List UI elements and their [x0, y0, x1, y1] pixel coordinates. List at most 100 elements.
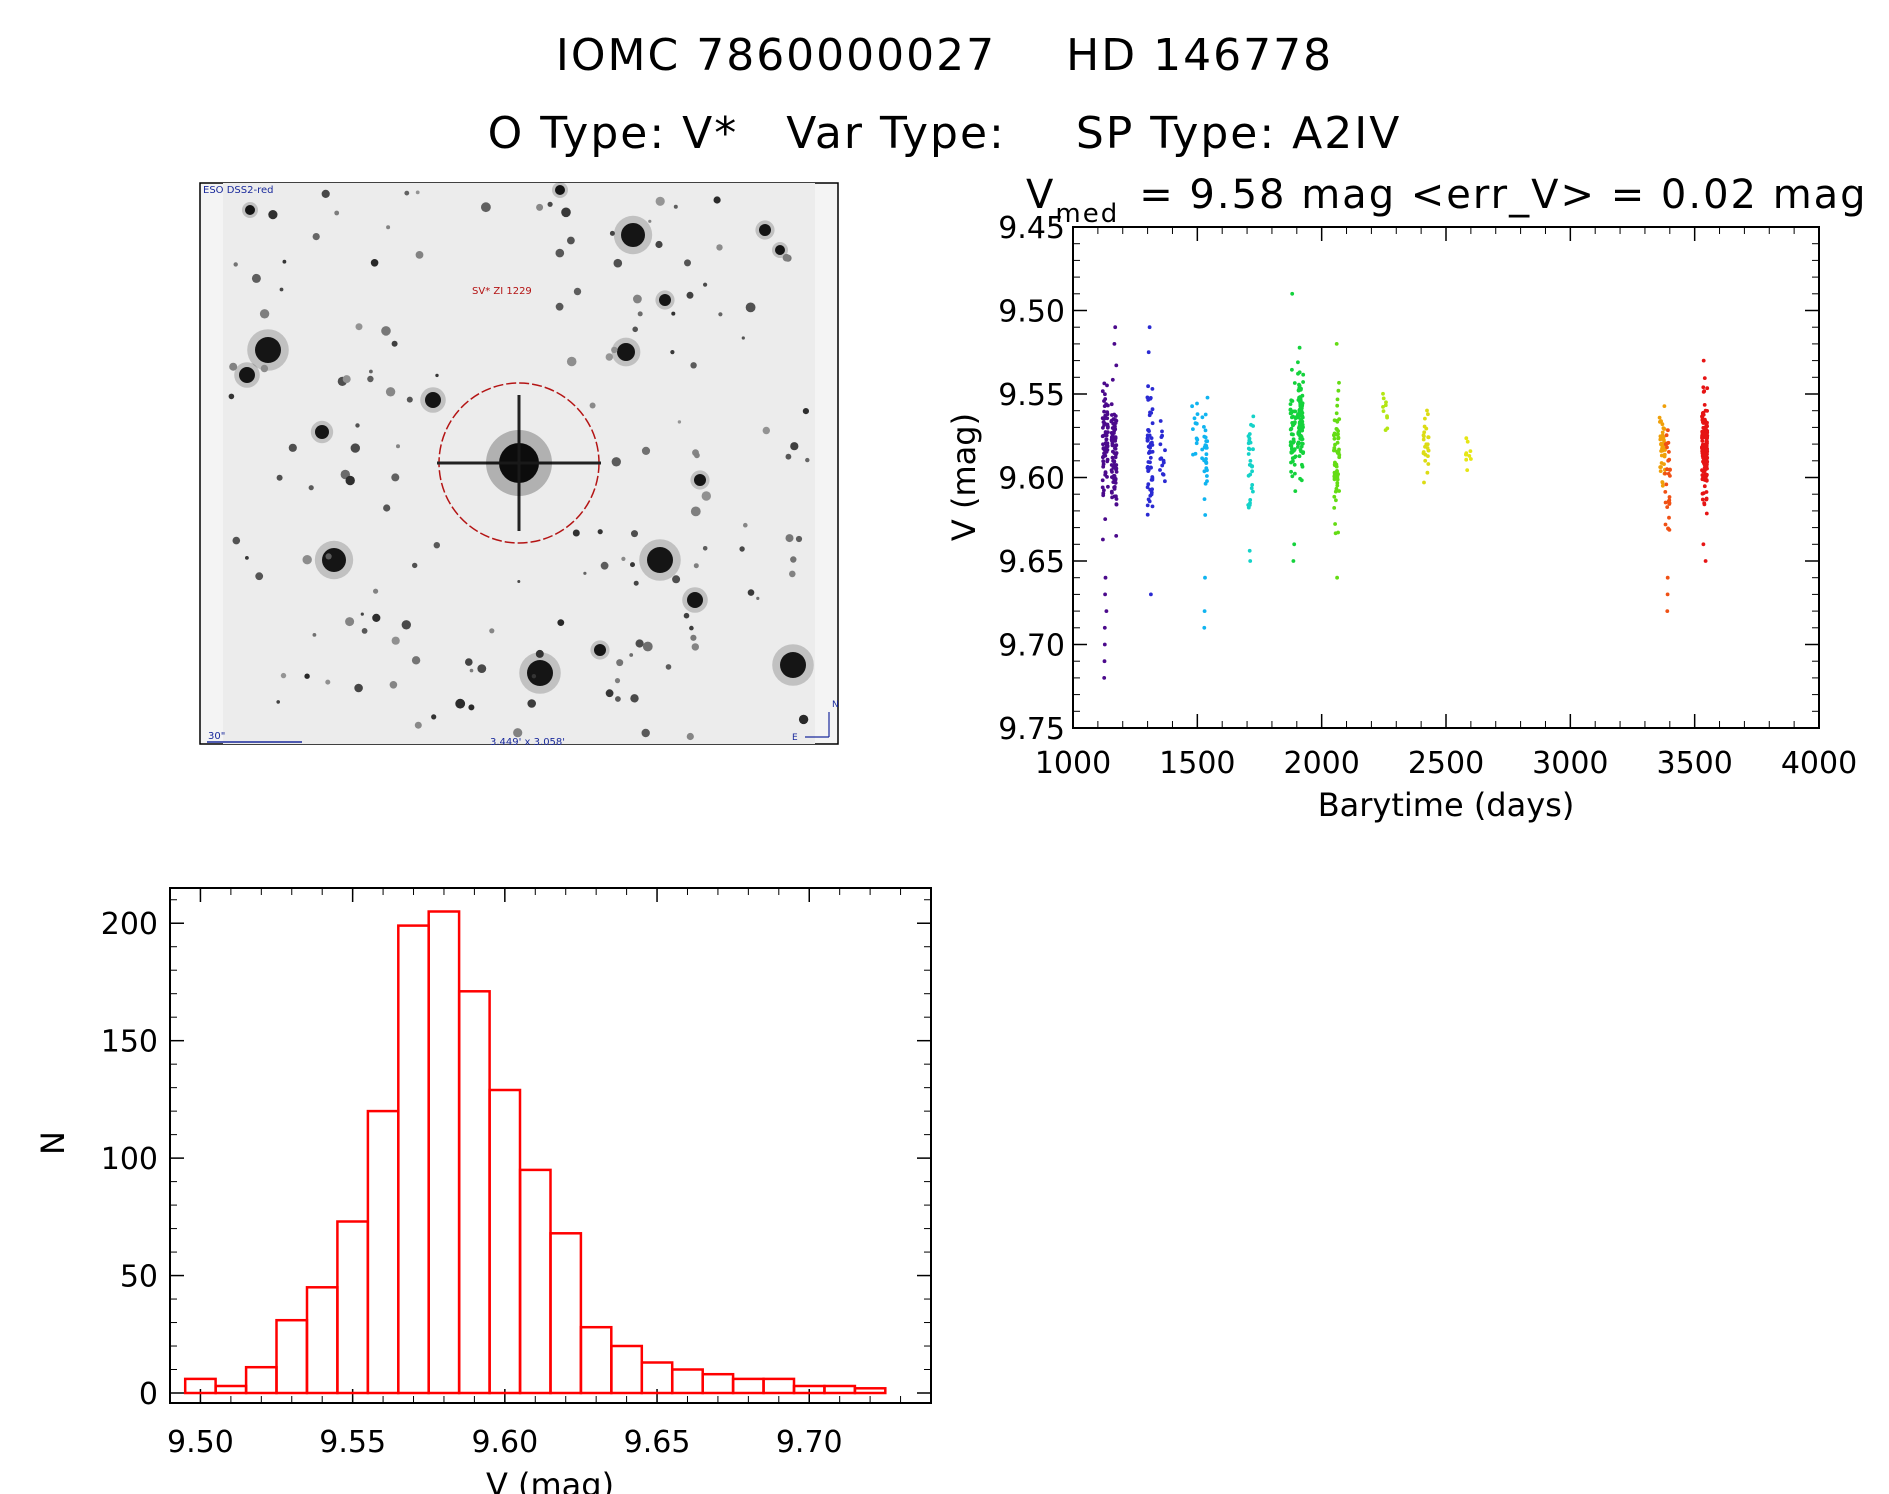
- lc-point: [1425, 470, 1430, 475]
- field-star: [694, 474, 706, 486]
- lc-point: [1664, 482, 1669, 487]
- lc-point: [1161, 472, 1166, 477]
- lc-point: [1101, 493, 1106, 498]
- field-star-faint: [251, 273, 261, 283]
- lc-point: [1335, 483, 1340, 488]
- field-star-faint: [279, 287, 284, 292]
- field-star-faint: [802, 408, 810, 415]
- lc-point: [1297, 383, 1302, 388]
- lc-xtick-label: 1500: [1159, 746, 1235, 781]
- lc-point: [1426, 462, 1431, 466]
- lc-point: [1190, 404, 1194, 409]
- field-star-faint: [411, 656, 421, 665]
- field-star-faint: [345, 617, 355, 627]
- lc-point: [1464, 457, 1469, 462]
- lc-point: [1202, 497, 1207, 501]
- field-star-faint: [683, 612, 690, 619]
- lc-point: [1149, 436, 1154, 440]
- lc-point: [1658, 437, 1663, 442]
- lc-point: [1700, 491, 1705, 496]
- lc-point: [1335, 451, 1340, 455]
- field-star: [687, 592, 703, 608]
- lc-point: [1665, 445, 1669, 450]
- hist-bar: [336, 1220, 370, 1395]
- lc-point: [1701, 385, 1706, 390]
- title-line-1: IOMC 7860000027 HD 146778: [0, 30, 1889, 81]
- lc-point: [1663, 490, 1668, 494]
- lc-point: [1104, 441, 1109, 446]
- light-curve-ticks: 1000 1500 2000 2500 3000 3500 4000 9.45 9.50 9.55…: [998, 211, 1857, 781]
- field-star-faint: [743, 522, 748, 528]
- lc-point-outlier: [1335, 575, 1339, 580]
- lc-point: [1148, 396, 1153, 400]
- lc-point: [1191, 452, 1195, 457]
- field-star: [255, 337, 281, 363]
- lc-point: [1101, 537, 1105, 542]
- field-star-faint: [790, 556, 797, 563]
- field-star-faint: [415, 251, 424, 259]
- lc-point: [1704, 511, 1709, 516]
- field-star-faint: [321, 189, 330, 198]
- histogram-chart: 9.50 9.55 9.60 9.65 9.70 0 50 100 150 200 V (mag)…: [34, 887, 932, 1494]
- lc-point: [1334, 411, 1339, 416]
- field-star-faint: [469, 668, 474, 673]
- field-star-faint: [260, 364, 269, 373]
- field-star-faint: [391, 636, 400, 645]
- field-star-faint: [415, 190, 420, 195]
- field-star: [594, 644, 606, 656]
- lc-point: [1100, 434, 1105, 439]
- target-marker: [437, 382, 601, 544]
- hist-bar: [762, 1377, 796, 1395]
- lc-point: [1666, 471, 1671, 476]
- lc-point: [1289, 444, 1294, 448]
- field-star-faint: [756, 596, 760, 601]
- light-curve-ylabel: V (mag): [945, 413, 983, 541]
- lc-point: [1114, 502, 1119, 507]
- lc-point: [1335, 477, 1340, 482]
- lc-point: [1662, 453, 1667, 458]
- field-star-faint: [228, 393, 235, 400]
- lc-point: [1426, 412, 1430, 417]
- field-star: [775, 245, 785, 255]
- field-star-faint: [655, 240, 663, 249]
- lc-point-outlier: [1665, 592, 1670, 597]
- hist-bar: [823, 1384, 857, 1395]
- lc-point-outlier: [1113, 325, 1118, 330]
- title-prefix: V: [1026, 172, 1055, 218]
- field-star-faint: [673, 204, 678, 209]
- lc-point: [1332, 506, 1337, 510]
- field-star-faint: [304, 673, 310, 679]
- field-star-faint: [361, 628, 368, 634]
- lc-point: [1381, 391, 1385, 396]
- lc-point: [1660, 422, 1665, 427]
- lc-point: [1249, 422, 1253, 427]
- lc-point: [1101, 442, 1105, 447]
- lc-point: [1159, 456, 1164, 461]
- field-star-faint: [433, 542, 440, 549]
- field-star-faint: [805, 457, 810, 463]
- lc-point: [1109, 468, 1114, 473]
- lc-point: [1204, 466, 1209, 470]
- lc-point: [1660, 448, 1665, 453]
- lc-point: [1204, 452, 1209, 457]
- field-star-faint: [611, 346, 618, 354]
- field-star-faint: [535, 649, 544, 658]
- field-star-faint: [690, 362, 697, 369]
- lc-point-outlier: [1291, 559, 1296, 563]
- lc-point: [1200, 456, 1204, 461]
- lc-point: [1700, 439, 1705, 443]
- lc-point: [1105, 425, 1110, 430]
- lc-point: [1109, 402, 1114, 407]
- lc-point: [1704, 490, 1709, 494]
- lc-point: [1296, 360, 1300, 365]
- lc-point: [1297, 420, 1302, 425]
- field-star-faint: [616, 659, 624, 667]
- title-rest: = 9.58 mag <err_V> = 0.02 mag: [1139, 172, 1867, 218]
- lc-point: [1163, 479, 1167, 484]
- lc-point: [1100, 416, 1105, 421]
- lc-point: [1661, 426, 1666, 431]
- field-star-faint: [686, 732, 694, 741]
- field-star-faint: [350, 443, 360, 453]
- histogram-xlabel: V (mag): [486, 1466, 614, 1494]
